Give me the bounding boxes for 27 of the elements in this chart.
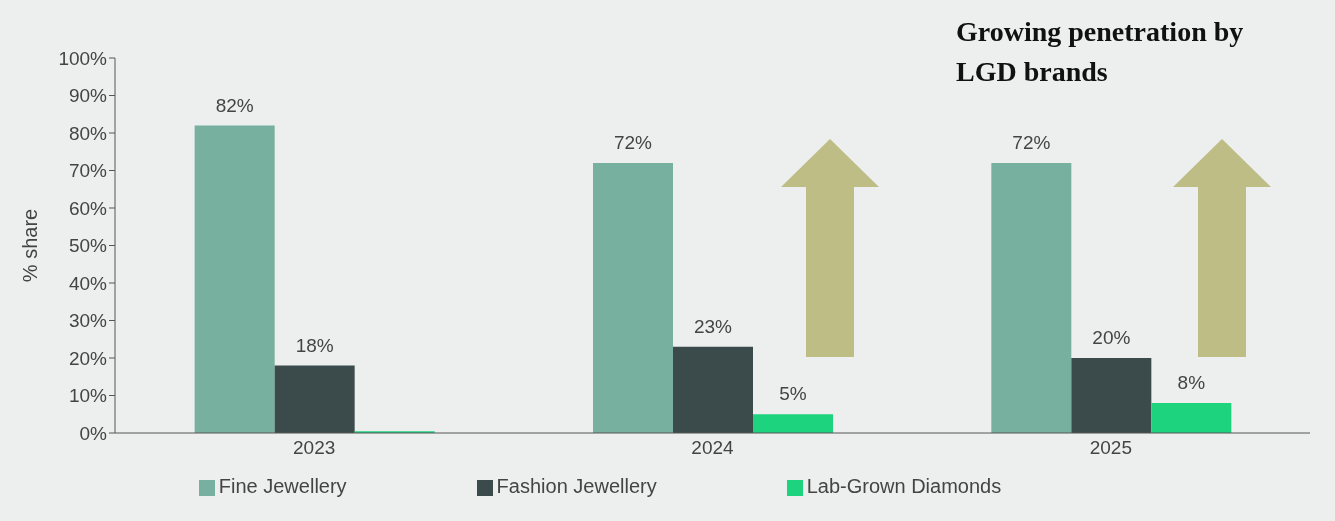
data-label: 5% [779,383,807,405]
chart-title: Growing penetration by LGD brands [956,15,1245,89]
y-tick-label: 90% [68,85,108,107]
y-tick-label: 70% [68,160,108,182]
data-label: 72% [1012,132,1051,153]
data-label: 82% [215,94,254,116]
y-tick-label: 10% [68,385,108,407]
data-label: 23% [693,315,733,337]
y-tick-label: 100% [58,47,108,69]
data-label: 20% [1092,327,1131,348]
y-tick-label: 50% [68,235,108,257]
y-tick-label: 20% [68,347,108,369]
legend-label: Lab-Grown Diamonds [806,475,1002,497]
y-tick-label: 60% [68,197,108,219]
x-tick-label: 2023 [293,437,336,459]
y-tick-label: 0% [79,422,108,444]
legend-label: Fine Jewellery [218,475,347,497]
y-tick-label: 40% [68,272,108,294]
legend-label: Fashion Jewellery [496,475,657,497]
y-tick-label: 30% [68,310,108,332]
data-label: 72% [613,132,653,153]
data-label: 8% [1177,372,1206,393]
y-axis-title: % share [19,208,42,283]
data-label: 18% [295,334,334,356]
x-tick-label: 2024 [691,437,735,459]
y-tick-label: 80% [68,122,108,144]
x-tick-label: 2025 [1089,437,1132,459]
